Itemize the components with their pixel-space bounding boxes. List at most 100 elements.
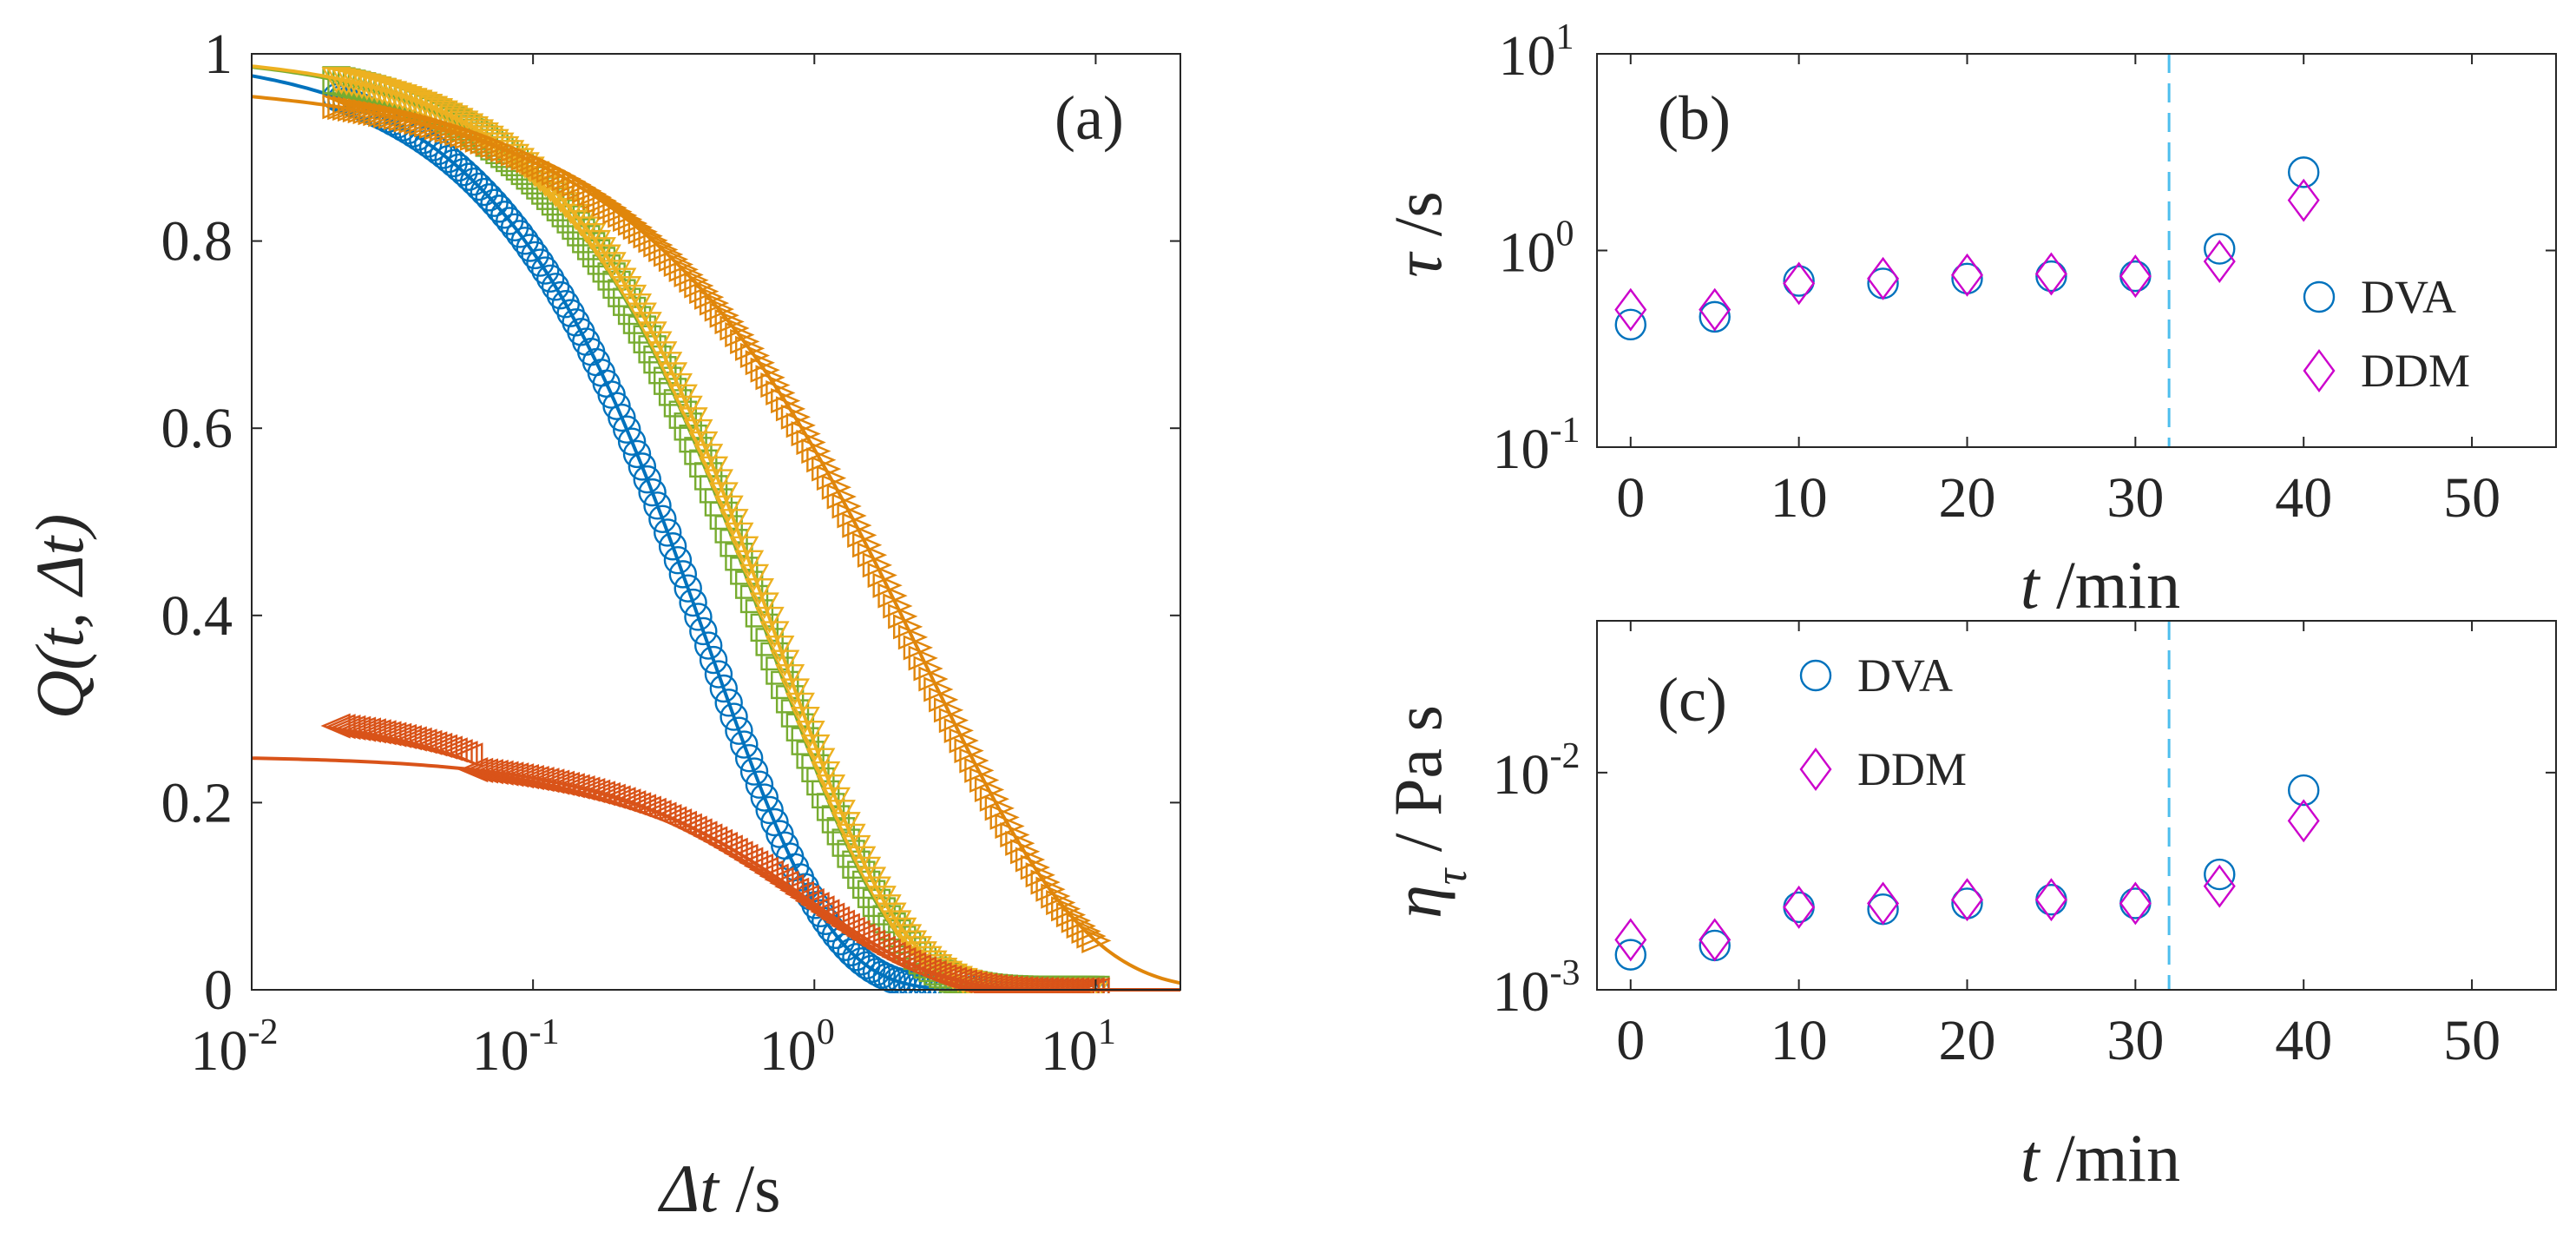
panel-c-ytick-label: 10-3 — [1493, 953, 1580, 1024]
panel-a-marker-triangle-right — [989, 804, 1020, 830]
panel-a-marker-triangle-right — [949, 728, 979, 754]
panel-a-label: (a) — [1055, 83, 1124, 153]
panel-a-marker-square — [755, 628, 784, 656]
panel-a-marker-square — [775, 685, 805, 714]
panel-a-marker-triangle-right — [857, 542, 888, 568]
panel-a-marker-triangle-right — [892, 614, 923, 640]
panel-a-marker-triangle-right — [964, 757, 995, 783]
panel-a-marker-square — [760, 642, 789, 671]
panel-a-marker-triangle-down — [779, 678, 811, 706]
panel-a-marker-triangle-right — [954, 738, 984, 764]
panel-b-xtick-label: 0 — [1616, 466, 1645, 530]
panel-a-marker-triangle-down — [571, 216, 601, 244]
panel-a-marker-circle — [739, 757, 769, 786]
panel-a-marker-triangle-right — [847, 522, 877, 548]
panel-a-marker-circle — [643, 491, 672, 520]
panel-a-marker-triangle-right — [1055, 902, 1087, 928]
panel-b-marker-dva — [2204, 233, 2236, 265]
panel-b-legend-label-ddm: DDM — [2361, 345, 2470, 397]
panel-a-marker-triangle-down — [566, 209, 596, 237]
panel-a-marker-triangle-right — [684, 273, 714, 299]
panel-a-marker-triangle-right — [668, 256, 699, 282]
panel-a-marker-triangle-right — [979, 786, 1010, 812]
panel-a-marker-circle — [658, 532, 687, 561]
panel-a-marker-circle — [505, 220, 535, 248]
panel-a-marker-triangle-left — [535, 768, 565, 794]
panel-a-marker-square — [837, 840, 865, 868]
panel-a-marker-triangle-right — [322, 94, 352, 120]
panel-a-marker-circle — [526, 248, 555, 277]
panel-a-marker-circle — [608, 403, 636, 432]
panel-b-marker-ddm — [2203, 240, 2236, 284]
panel-b-marker-dva — [1783, 265, 1815, 297]
panel-c-marker-ddm — [2119, 881, 2152, 926]
panel-a-marker-triangle-right — [897, 624, 929, 650]
panel-c-marker-ddm — [2287, 799, 2320, 843]
panel-a-marker-triangle-right — [974, 776, 1005, 803]
panel-a-marker-circle — [464, 172, 494, 201]
panel-b-marker-ddm — [1950, 253, 1983, 297]
panel-b-xtick-label: 10 — [1771, 466, 1828, 530]
panel-a-marker-triangle-right — [1061, 907, 1092, 933]
panel-a-marker-triangle-right — [1000, 821, 1030, 848]
panel-a-marker-square — [745, 599, 774, 628]
panel-a-marker-triangle-down — [744, 578, 774, 605]
panel-c-marker-ddm — [2034, 878, 2067, 922]
panel-a-marker-square — [750, 613, 779, 643]
panel-a-marker-triangle-down — [734, 550, 765, 577]
panel-a-marker-triangle-down — [765, 635, 795, 662]
panel-a: (a) Q(t, Δt) Δt /s — [22, 83, 1124, 1226]
panel-b-marker-ddm — [1699, 287, 1732, 332]
panel-a-marker-circle — [510, 227, 540, 255]
panel-a-marker-square — [730, 557, 759, 585]
panel-b-xtick-label: 30 — [2106, 466, 2164, 530]
panel-a-frame — [251, 53, 1181, 991]
panel-a-marker-circle — [684, 603, 713, 631]
panel-a-marker-triangle-right — [582, 184, 613, 210]
panel-a-marker-circle — [668, 560, 698, 589]
panel-a-marker-triangle-down — [719, 509, 749, 536]
panel-a-marker-circle — [633, 465, 661, 494]
panel-a-marker-triangle-right — [1050, 896, 1081, 922]
panel-a-marker-square — [739, 584, 769, 614]
panel-c-marker-dva — [2288, 774, 2320, 807]
panel-a-marker-triangle-right — [1071, 918, 1101, 945]
panel-c-xlabel-unit: /min — [2040, 1120, 2181, 1196]
panel-a-marker-circle — [459, 168, 489, 196]
panel-b-marker-ddm — [1614, 287, 1647, 332]
panel-a-xlabel: Δt /s — [658, 1150, 781, 1226]
panel-a-marker-triangle-right — [923, 676, 954, 702]
panel-b-ylabel-unit: /s — [1380, 191, 1456, 254]
panel-a-marker-triangle-right — [730, 328, 760, 354]
panel-a-marker-circle — [475, 183, 503, 212]
panel-a-marker-circle — [679, 588, 707, 617]
panel-a-marker-circle — [622, 439, 652, 469]
panel-a-marker-circle — [541, 273, 570, 301]
panel-a-ytick-label: 0 — [204, 959, 233, 1022]
panel-a-marker-circle — [455, 162, 483, 191]
panel-a-marker-circle — [760, 807, 789, 837]
panel-a-marker-triangle-down — [749, 592, 779, 620]
panel-a-marker-triangle-left — [377, 722, 407, 748]
panel-a-marker-triangle-right — [576, 181, 608, 208]
panel-c-label: (c) — [1658, 665, 1727, 735]
panel-c-ylabel-sub: τ — [1427, 867, 1476, 885]
panel-a-marker-triangle-right — [883, 593, 913, 619]
panel-b-marker-ddm — [2034, 252, 2067, 296]
panel-c-marker-dva — [2035, 883, 2067, 916]
panel-a-marker-circle — [693, 631, 723, 660]
panel-c-marker-dva — [2119, 887, 2152, 919]
panel-a-marker-triangle-left — [453, 742, 483, 768]
panel-a-marker-circle — [546, 280, 575, 310]
panel-a-marker-circle — [470, 177, 499, 207]
panel-a-xtick-label: 10-1 — [472, 1012, 560, 1083]
panel-a-marker-circle — [521, 241, 549, 270]
panel-a-xlabel-unit: /s — [719, 1150, 781, 1226]
panel-a-marker-triangle-right — [877, 583, 908, 609]
panel-b-marker-ddm — [1867, 256, 1900, 300]
panel-a-marker-circle — [617, 427, 647, 456]
panel-a-marker-triangle-right — [608, 202, 638, 228]
panel-b-xlabel-unit: /min — [2040, 547, 2181, 623]
panel-a-marker-triangle-right — [347, 97, 378, 124]
panel-a-ytick-label: 0.6 — [161, 397, 233, 460]
